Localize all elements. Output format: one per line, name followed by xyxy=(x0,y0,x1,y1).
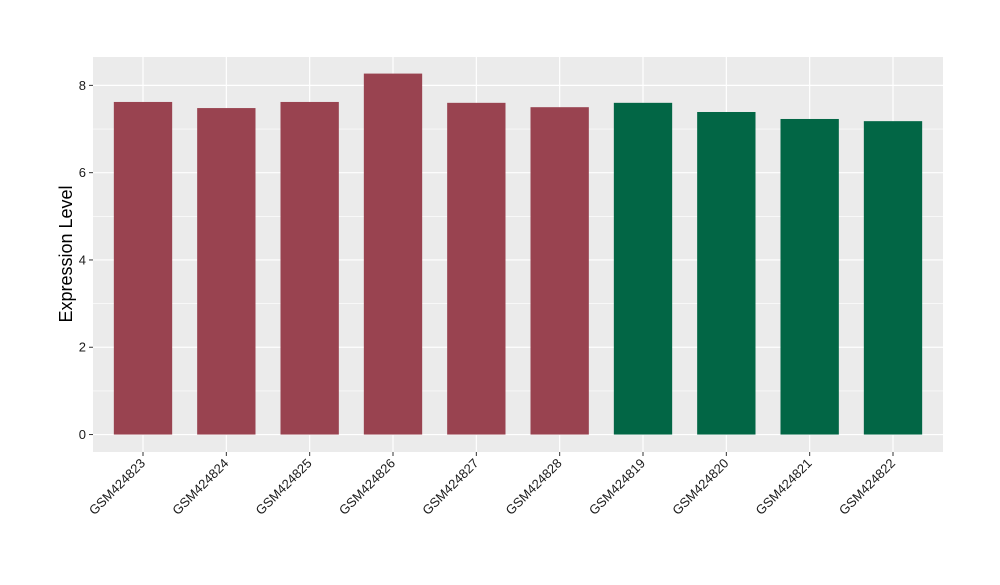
bar-GSM424828 xyxy=(530,107,589,435)
bar-GSM424820 xyxy=(697,111,756,435)
y-axis: 0 2 4 6 8 xyxy=(79,78,93,442)
bar-GSM424822 xyxy=(863,121,923,435)
bar-GSM424825 xyxy=(280,101,339,435)
bar-GSM424821 xyxy=(780,118,839,435)
x-tick-label: GSM424819 xyxy=(586,456,648,518)
bar-GSM424819 xyxy=(613,102,673,435)
bar-GSM424827 xyxy=(447,102,506,435)
y-tick-label: 8 xyxy=(79,78,86,93)
x-axis: GSM424823 GSM424824 GSM424825 GSM424826 GSM4… xyxy=(86,452,898,518)
x-tick-label: GSM424825 xyxy=(253,456,315,518)
bar-GSM424826 xyxy=(363,73,423,435)
x-tick-label: GSM424822 xyxy=(836,456,898,518)
bar-GSM424824 xyxy=(197,108,256,435)
x-tick-label: GSM424821 xyxy=(753,456,815,518)
y-tick-label: 2 xyxy=(79,340,86,355)
x-tick-label: GSM424823 xyxy=(86,456,148,518)
x-tick-label: GSM424824 xyxy=(169,456,231,518)
bars xyxy=(113,73,923,435)
x-tick-label: GSM424828 xyxy=(503,456,565,518)
x-tick-label: GSM424826 xyxy=(336,456,398,518)
y-tick-label: 0 xyxy=(79,427,86,442)
x-tick-label: GSM424820 xyxy=(669,456,731,518)
y-axis-title: Expression Level xyxy=(56,185,76,322)
y-tick-label: 6 xyxy=(79,165,86,180)
x-tick-label: GSM424827 xyxy=(419,456,481,518)
bar-GSM424823 xyxy=(113,101,173,435)
y-tick-label: 4 xyxy=(79,252,86,267)
